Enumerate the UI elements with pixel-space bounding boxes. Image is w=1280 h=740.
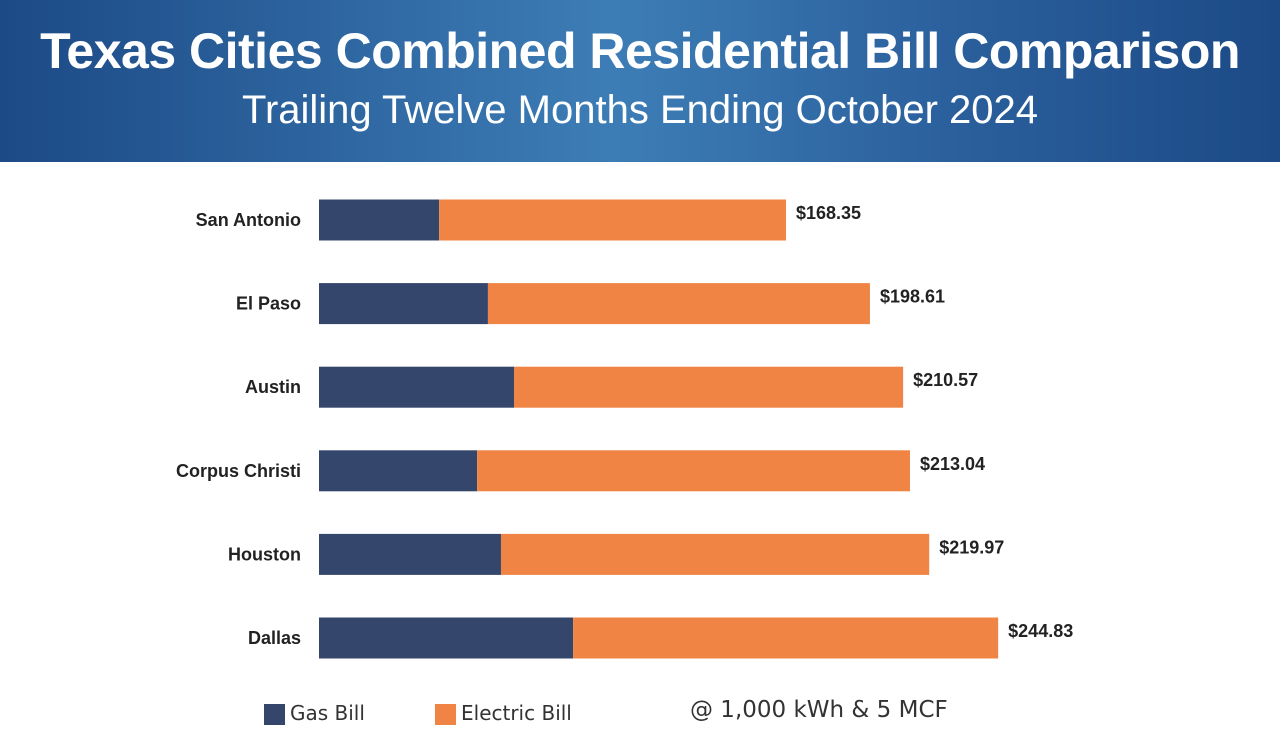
legend-label-electric: Electric Bill — [461, 701, 572, 725]
bar-chart: San Antonio $168.35 El Paso $198.61 Austin $2… — [176, 199, 1073, 659]
bar-electric — [514, 366, 904, 408]
bar-gas — [319, 533, 501, 575]
total-label: $198.61 — [880, 287, 945, 307]
legend: Gas Bill Electric Bill @ 1,000 kWh & 5 M… — [0, 697, 1280, 730]
total-label: $244.83 — [1008, 621, 1073, 641]
bar-gas — [319, 199, 440, 241]
bar-electric — [439, 199, 787, 241]
total-label: $213.04 — [920, 454, 985, 474]
bar-gas — [319, 366, 515, 408]
category-label: Austin — [245, 377, 301, 397]
header-banner: Texas Cities Combined Residential Bill C… — [0, 0, 1280, 162]
bar-electric — [487, 283, 870, 325]
category-label: Dallas — [248, 628, 301, 648]
category-label: Corpus Christi — [176, 461, 301, 481]
chart-subtitle: Trailing Twelve Months Ending October 20… — [242, 88, 1038, 132]
category-label: El Paso — [236, 294, 301, 314]
bar-electric — [500, 533, 930, 575]
total-label: $168.35 — [796, 203, 861, 223]
legend-label-gas: Gas Bill — [290, 701, 365, 725]
bar-gas — [319, 450, 478, 492]
category-label: Houston — [228, 544, 301, 564]
bar-electric — [477, 450, 910, 492]
annotation: @ 1,000 kWh & 5 MCF — [690, 697, 948, 723]
category-label: San Antonio — [196, 210, 301, 230]
total-label: $210.57 — [913, 370, 978, 390]
bar-gas — [319, 617, 574, 659]
legend-swatch-electric — [435, 704, 456, 725]
legend-swatch-gas — [264, 704, 285, 725]
chart-title: Texas Cities Combined Residential Bill C… — [40, 23, 1240, 79]
bar-gas — [319, 283, 488, 325]
bar-electric — [573, 617, 999, 659]
total-label: $219.97 — [939, 537, 1004, 557]
